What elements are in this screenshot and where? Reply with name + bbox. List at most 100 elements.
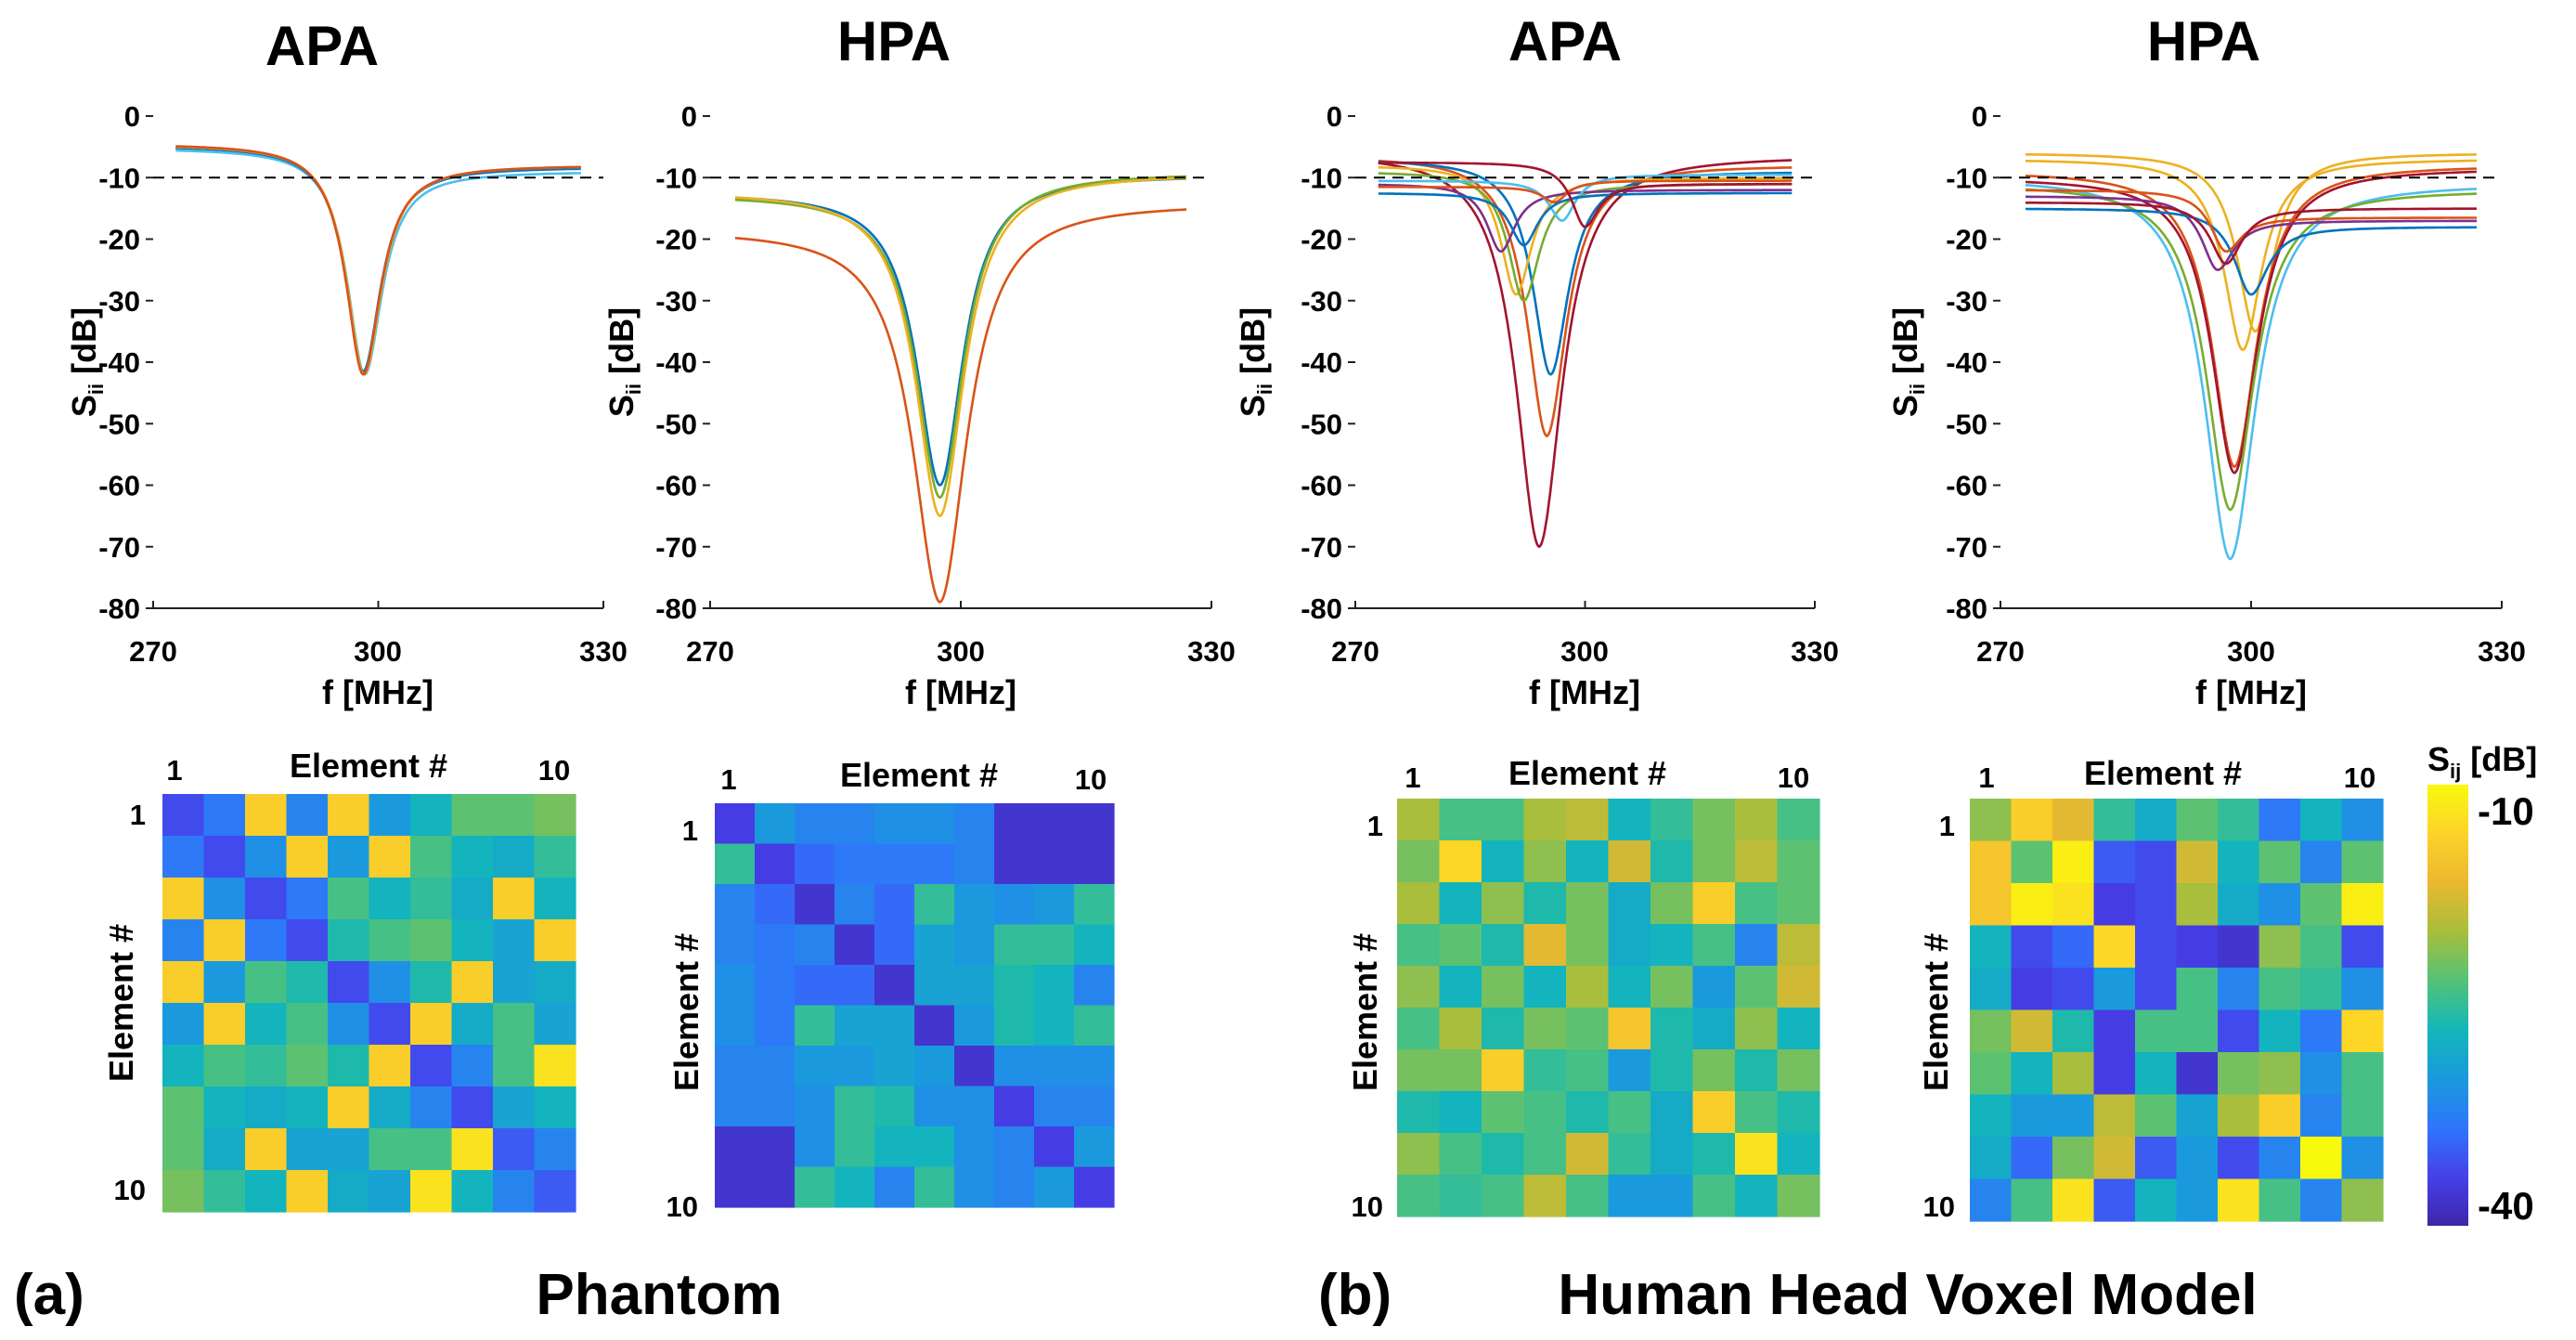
heatmap-cell	[1970, 968, 2013, 1011]
heatmap-cell	[954, 1005, 995, 1047]
heatmap-cell	[328, 794, 370, 837]
heatmap-cell	[2341, 1094, 2384, 1138]
heatmap-cell	[994, 1086, 1035, 1127]
heatmap-cell	[1566, 799, 1610, 841]
heatmap-cell	[874, 924, 915, 966]
heatmap-cell	[328, 1045, 370, 1087]
heatmap-cell	[2135, 1137, 2178, 1180]
heatmap-cell	[2218, 883, 2260, 927]
heatmap-cell	[2052, 1009, 2095, 1053]
heatmap-cell	[286, 1128, 329, 1171]
heatmap-cell	[2300, 840, 2343, 884]
heatmap-cell	[914, 1046, 955, 1087]
line-chart-phantom-apa: APA 0 -10 -20 -30 -40 -50 -60 -70 -80 270 300 33…	[65, 15, 628, 711]
x-tick-300: 300	[937, 635, 985, 668]
x-tick-last: 10	[2344, 761, 2375, 794]
heatmap-cell	[162, 1128, 205, 1171]
heatmap-cell	[994, 803, 1035, 845]
heatmap-cell	[1970, 799, 2013, 842]
heatmap-cell	[245, 1086, 288, 1129]
heatmap-cell	[203, 878, 246, 920]
heatmap-cell	[1970, 1137, 2013, 1180]
y-tick-label: -20	[655, 224, 697, 256]
heatmap-cell	[1566, 840, 1610, 883]
heatmap-cell	[954, 1086, 995, 1127]
heatmap-cell	[1650, 1008, 1694, 1050]
heatmap-phantom-apa: Element # 1 10 1 10 Element #	[102, 747, 576, 1213]
heatmap-cell	[1608, 1133, 1651, 1176]
heatmap-cell	[2259, 1178, 2301, 1222]
y-tick-first: 1	[130, 799, 146, 831]
heatmap-cell	[874, 1126, 915, 1168]
heatmap-cell	[2176, 1094, 2219, 1138]
heatmap-cell	[795, 1166, 835, 1208]
heatmap-cell	[2011, 840, 2053, 884]
y-axis-label: Sii [dB]	[1234, 307, 1276, 417]
panel-label-a: (a)	[14, 1263, 84, 1327]
heatmap-cell	[369, 794, 411, 837]
heatmap-cell	[245, 1003, 288, 1046]
heatmap-cell	[2218, 799, 2260, 842]
heatmap-cell	[1650, 882, 1694, 925]
heatmap-cell	[2176, 1052, 2219, 1096]
heatmap-cell	[1482, 966, 1525, 1008]
heatmap-cell	[835, 924, 875, 966]
heatmap-cell	[755, 1166, 796, 1208]
heatmap-cell	[410, 919, 453, 962]
heatmap-cell	[534, 1170, 576, 1213]
x-tick-270: 270	[129, 635, 177, 668]
heatmap-cell	[245, 794, 288, 837]
y-tick-label: -40	[655, 346, 697, 379]
x-axis-label: Element #	[1508, 754, 1666, 792]
x-tick-270: 270	[1331, 635, 1379, 668]
heatmap-cell	[1482, 1133, 1525, 1176]
heatmap-cell	[1482, 1175, 1525, 1217]
heatmap-cell	[2011, 1094, 2053, 1138]
heatmap-cell	[1034, 924, 1075, 966]
series-line	[1378, 161, 1793, 228]
heatmap-cell	[1777, 799, 1820, 841]
heatmap-cell	[755, 803, 796, 845]
heatmap-cell	[1608, 924, 1651, 967]
heatmap-cell	[795, 843, 835, 885]
heatmap-cell	[1692, 966, 1736, 1008]
x-tick-last: 10	[1778, 761, 1809, 794]
y-axis-ticks: 0 -10 -20 -30 -40 -50 -60 -70 -80	[655, 100, 1212, 625]
heatmap-cell	[874, 803, 915, 845]
heatmap-cell	[162, 794, 205, 837]
line-chart-human-hpa: HPA 0 -10 -20 -30 -40 -50 -60 -70 -80 270 300 33…	[1886, 10, 2526, 711]
heatmap-cell	[1650, 799, 1694, 841]
heatmap-cell	[715, 1126, 756, 1168]
heatmap-cell	[1608, 1049, 1651, 1092]
heatmap-cell	[203, 1003, 246, 1046]
colorbar-label: Sij [dB]	[2427, 740, 2537, 783]
heatmap-cell	[534, 961, 576, 1004]
heatmap-cell	[493, 794, 536, 837]
heatmap-cell	[1970, 1178, 2013, 1222]
heatmap-cell	[2135, 925, 2178, 969]
heatmap-cell	[410, 1045, 453, 1087]
heatmap-cell	[1482, 882, 1525, 925]
heatmap-cell	[162, 1086, 205, 1129]
heatmap-cell	[1439, 1049, 1482, 1092]
series-line	[1378, 179, 1793, 203]
heatmap-cell	[1777, 1175, 1820, 1217]
heatmap-cell	[2176, 883, 2219, 927]
heatmap-cell	[2093, 883, 2136, 927]
heatmap-cell	[2052, 840, 2095, 884]
series-line	[735, 177, 1186, 487]
heatmap-cell	[162, 919, 205, 962]
heatmap-cell	[1650, 1175, 1694, 1217]
heatmap-cell	[410, 1086, 453, 1129]
series-line	[1378, 183, 1793, 253]
heatmap-cell	[2259, 799, 2301, 842]
heatmap-cell	[874, 1046, 915, 1087]
x-tick-330: 330	[1791, 635, 1839, 668]
heatmap-cell	[451, 878, 494, 920]
heatmap-cell	[835, 1005, 875, 1047]
heatmap-cell	[2135, 799, 2178, 842]
x-axis-label: f [MHz]	[1529, 673, 1640, 711]
heatmap-cell	[1777, 1091, 1820, 1134]
heatmap-cell	[369, 1086, 411, 1129]
heatmap-cell	[1397, 1133, 1441, 1176]
